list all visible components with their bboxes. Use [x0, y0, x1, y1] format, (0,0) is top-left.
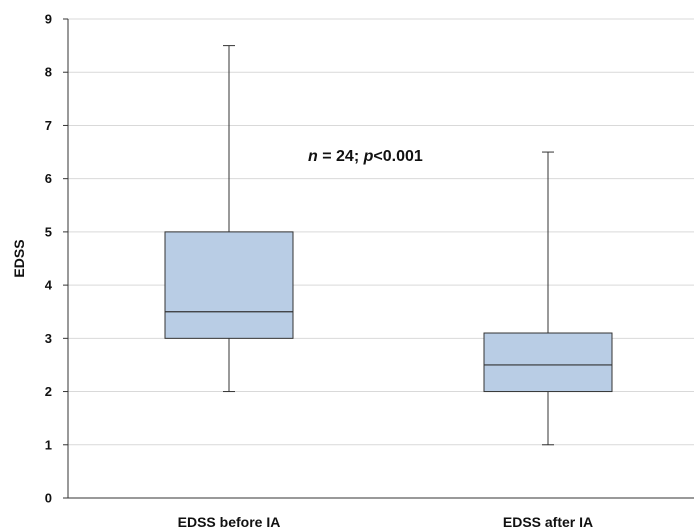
annotation-n-value: = 24;	[318, 148, 364, 165]
y-tick-label: 1	[45, 437, 52, 452]
x-category-label: EDSS after IA	[503, 514, 593, 530]
box-series	[164, 45, 613, 446]
x-axis-categories: EDSS before IA EDSS after IA	[178, 514, 593, 530]
y-tick-label: 9	[45, 12, 52, 27]
y-tick-label: 3	[45, 331, 52, 346]
annotation-p-symbol: p	[363, 148, 374, 165]
y-tick-label: 6	[45, 171, 52, 186]
stats-annotation: n = 24; p<0.001	[308, 148, 423, 165]
y-tick-label: 2	[45, 384, 52, 399]
box-group	[164, 45, 294, 393]
y-tick-label: 8	[45, 65, 52, 80]
y-tick-label: 5	[45, 224, 52, 239]
annotation-p-value: <0.001	[373, 148, 422, 165]
annotation-n-symbol: n	[308, 148, 318, 165]
iqr-box	[483, 332, 613, 393]
y-tick-label: 0	[45, 491, 52, 506]
y-axis-ticks: 0 1 2 3 4 5 6 7 8 9	[45, 12, 68, 506]
box-group	[483, 151, 613, 446]
y-tick-label: 4	[45, 278, 53, 293]
x-category-label: EDSS before IA	[178, 514, 281, 530]
y-axis-title: EDSS	[11, 239, 27, 277]
y-tick-label: 7	[45, 118, 52, 133]
iqr-box	[164, 231, 294, 339]
